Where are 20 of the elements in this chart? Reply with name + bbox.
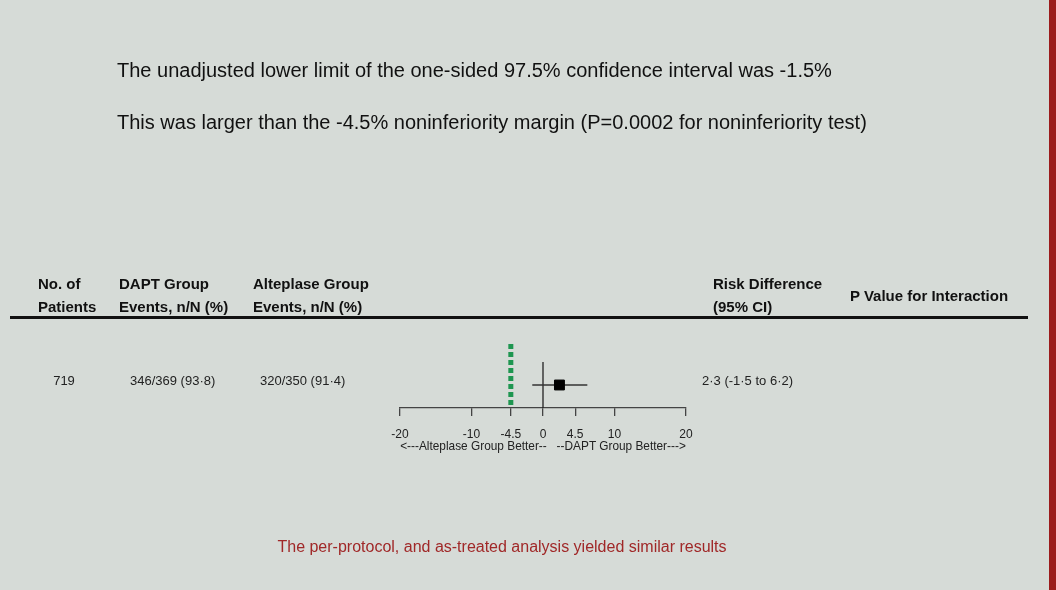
text: DAPT Group Events, n/N (%) (119, 274, 229, 317)
x-tick-label: -20 (391, 426, 409, 441)
text: 346/369 (93·8) (130, 373, 216, 389)
text: 320/350 (91·4) (260, 373, 346, 389)
text: P Value for Interaction (850, 286, 1009, 306)
chart-subtitle: This was larger than the -4.5% noninferiority margin (P=0.0002 for noninferiority test) (117, 110, 867, 134)
text: The per-protocol, and as-treated analysis yielded similar results (277, 537, 727, 557)
text: 2·3 (-1·5 to 6·2) (702, 373, 794, 389)
x-tick-label: 10 (607, 426, 622, 441)
chart-title: The unadjusted lower limit of the one-sided 97.5% confidence interval was -1.5% (117, 58, 832, 82)
x-tick-label: 4.5 (566, 426, 584, 441)
text: 719 (53, 373, 75, 389)
text: No. of Patients (38, 274, 97, 317)
x-tick-label: -4.5 (500, 426, 522, 441)
text: Alteplase Group Events, n/N (%) (253, 274, 369, 317)
text: Risk Difference (95% CI) (713, 274, 823, 317)
x-tick-label: -10 (462, 426, 481, 441)
x-axis-title: <---Alteplase Group Better-- --DAPT Group Better---> (400, 438, 686, 453)
x-tick-label: 0 (539, 426, 547, 441)
x-tick-label: 20 (679, 426, 693, 441)
